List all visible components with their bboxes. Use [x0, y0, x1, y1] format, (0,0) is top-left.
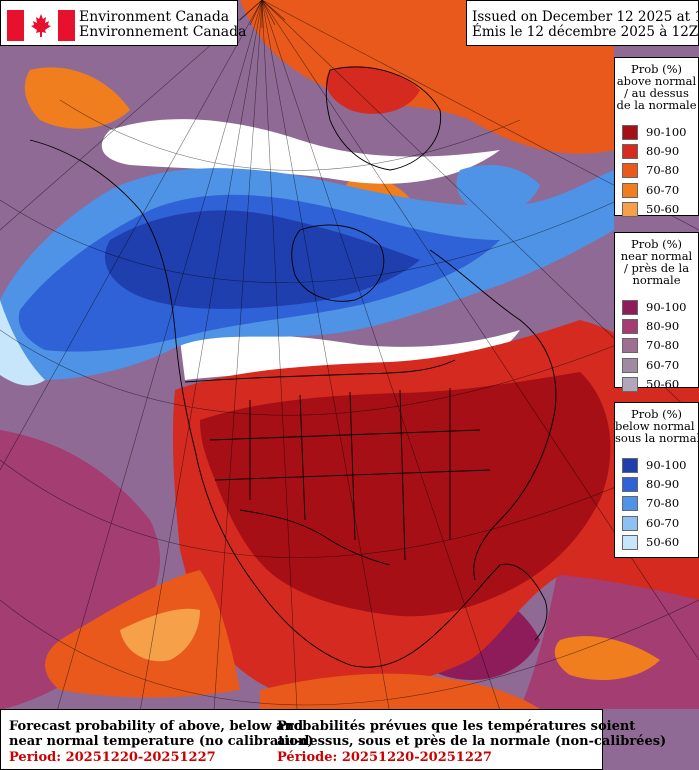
- state-line: [349, 391, 356, 541]
- state-line: [299, 394, 306, 521]
- brand-name-fr: Environnement Canada: [79, 24, 247, 40]
- legend-swatch: [622, 319, 638, 335]
- legend-swatch: [622, 477, 638, 493]
- east-coastline: [429, 249, 557, 581]
- legend-above-normal: Prob (%) above normal / au dessus de la nor…: [614, 57, 699, 217]
- legend-range-label: 90-100: [646, 300, 687, 314]
- legend-range-label: 50-60: [646, 201, 680, 216]
- state-line: [399, 389, 406, 561]
- legend-title-line: near normal: [620, 249, 693, 263]
- legend-range-label: 90-100: [646, 125, 687, 139]
- legend-range-label: 50-60: [646, 376, 680, 391]
- legend-range-label: 60-70: [646, 182, 680, 197]
- meridian-line: [39, 0, 263, 770]
- legend-swatch: [622, 182, 638, 198]
- pole-rays: [239, 0, 286, 28]
- above-normal-pacific-plume-pale: [120, 608, 200, 662]
- above-normal-alaska-region: [24, 67, 130, 129]
- meridian-line: [261, 0, 401, 770]
- legend-range-label: 90-100: [646, 458, 687, 472]
- legend-swatch: [622, 458, 638, 473]
- caption-en-line: near normal temperature (no calibration): [9, 734, 314, 749]
- above-normal-continent-deep: [200, 372, 611, 617]
- legend-swatch: [622, 163, 638, 179]
- legend-title-line: Prob (%): [630, 237, 683, 251]
- legend-swatch: [622, 357, 638, 373]
- legend-range-label: 80-90: [646, 477, 680, 492]
- legend-title-line: / au dessus: [624, 86, 689, 100]
- legend-swatch: [622, 515, 638, 531]
- legend-below-normal: Prob (%) below normal / sous la normale 90-…: [614, 402, 699, 558]
- above-normal-caribbean: [554, 636, 660, 680]
- legend-title-line: / près de la: [623, 261, 690, 275]
- meridian-line: [261, 0, 301, 770]
- state-line: [214, 469, 491, 481]
- state-line: [209, 429, 481, 441]
- issued-box: Issued on December 12 2025 at 12Z Émis l…: [466, 0, 699, 46]
- above-normal-greenland-region: [326, 66, 420, 114]
- hudson-bay-coast: [291, 224, 385, 302]
- legend-swatch: [622, 144, 638, 160]
- greenland-coast: [325, 66, 442, 171]
- legend-title-line: sous la normale: [615, 431, 699, 445]
- us-mexico-border: [239, 509, 391, 566]
- legend-title: Prob (%) below normal / sous la normale: [615, 403, 699, 445]
- legend-near-normal: Prob (%) near normal / près de la normale 90…: [614, 232, 699, 392]
- parallel-line: [59, 99, 521, 171]
- meridian-line: [261, 0, 521, 770]
- legend-swatch: [622, 534, 638, 550]
- parallel-line: [0, 449, 699, 558]
- canada-us-border: [184, 359, 456, 383]
- north-america-coastline: [29, 139, 548, 668]
- legend-range-label: 60-70: [646, 515, 680, 530]
- period-en: Period: 20251220-20251227: [9, 750, 216, 765]
- caption-en-line: Forecast probability of above, below and: [9, 719, 304, 734]
- below-normal-pale-edge: [0, 300, 45, 386]
- above-normal-arctic-region: [240, 0, 614, 154]
- legend-range-label: 70-80: [646, 163, 680, 178]
- meridian-line: [129, 0, 263, 770]
- below-normal-labrador-region: [456, 165, 540, 214]
- legend-swatch: [622, 338, 638, 354]
- meridian-line: [209, 0, 263, 770]
- legend-range-label: 50-60: [646, 534, 680, 549]
- brand-box: Environment Canada Environnement Canada: [0, 0, 246, 46]
- period-fr: Période: 20251220-20251227: [277, 750, 492, 765]
- legend-title-line: Prob (%): [630, 62, 683, 76]
- legend-range-label: 60-70: [646, 357, 680, 372]
- legend-swatch: [622, 376, 638, 392]
- issued-date-en: Issued on December 12 2025 at 12Z: [472, 9, 699, 25]
- legend-range-label: 70-80: [646, 338, 680, 353]
- caption-fr-line: Probabilités prévues que les température…: [277, 719, 636, 734]
- legend-title-line: normale: [632, 273, 681, 287]
- boundaries: [29, 66, 557, 668]
- parallel-line: [0, 599, 699, 706]
- legend-title-line: above normal: [616, 74, 697, 88]
- legend-title: Prob (%) above normal / au dessus de la nor…: [615, 58, 698, 111]
- parallel-line: [0, 189, 641, 283]
- legend-title-line: below normal /: [615, 419, 699, 433]
- legend-range-label: 80-90: [646, 144, 680, 159]
- below-normal-deep-region: [104, 210, 420, 309]
- parallel-line: [0, 309, 699, 416]
- legend-title-line: Prob (%): [630, 407, 683, 421]
- meridian-line: [0, 0, 263, 471]
- footer-caption: Forecast probability of above, below and…: [0, 709, 666, 770]
- brand-name-en: Environment Canada: [79, 9, 230, 25]
- legend-swatch: [622, 201, 638, 217]
- legend-swatch: [622, 496, 638, 512]
- legend-range-label: 70-80: [646, 496, 680, 511]
- legend-range-label: 80-90: [646, 319, 680, 334]
- near-normal-atlantic-region: [520, 560, 699, 709]
- legend-title: Prob (%) near normal / près de la normale: [615, 233, 698, 286]
- issued-date-fr: Émis le 12 décembre 2025 à 12Z: [472, 24, 699, 40]
- canada-flag-icon: [7, 10, 75, 41]
- above-normal-south-pacific: [260, 673, 540, 709]
- legend-title-line: de la normale: [616, 98, 697, 112]
- legend-swatch: [622, 125, 638, 140]
- legend-swatch: [622, 300, 638, 315]
- caption-fr-line: au-dessus, sous et près de la normale (n…: [277, 734, 667, 749]
